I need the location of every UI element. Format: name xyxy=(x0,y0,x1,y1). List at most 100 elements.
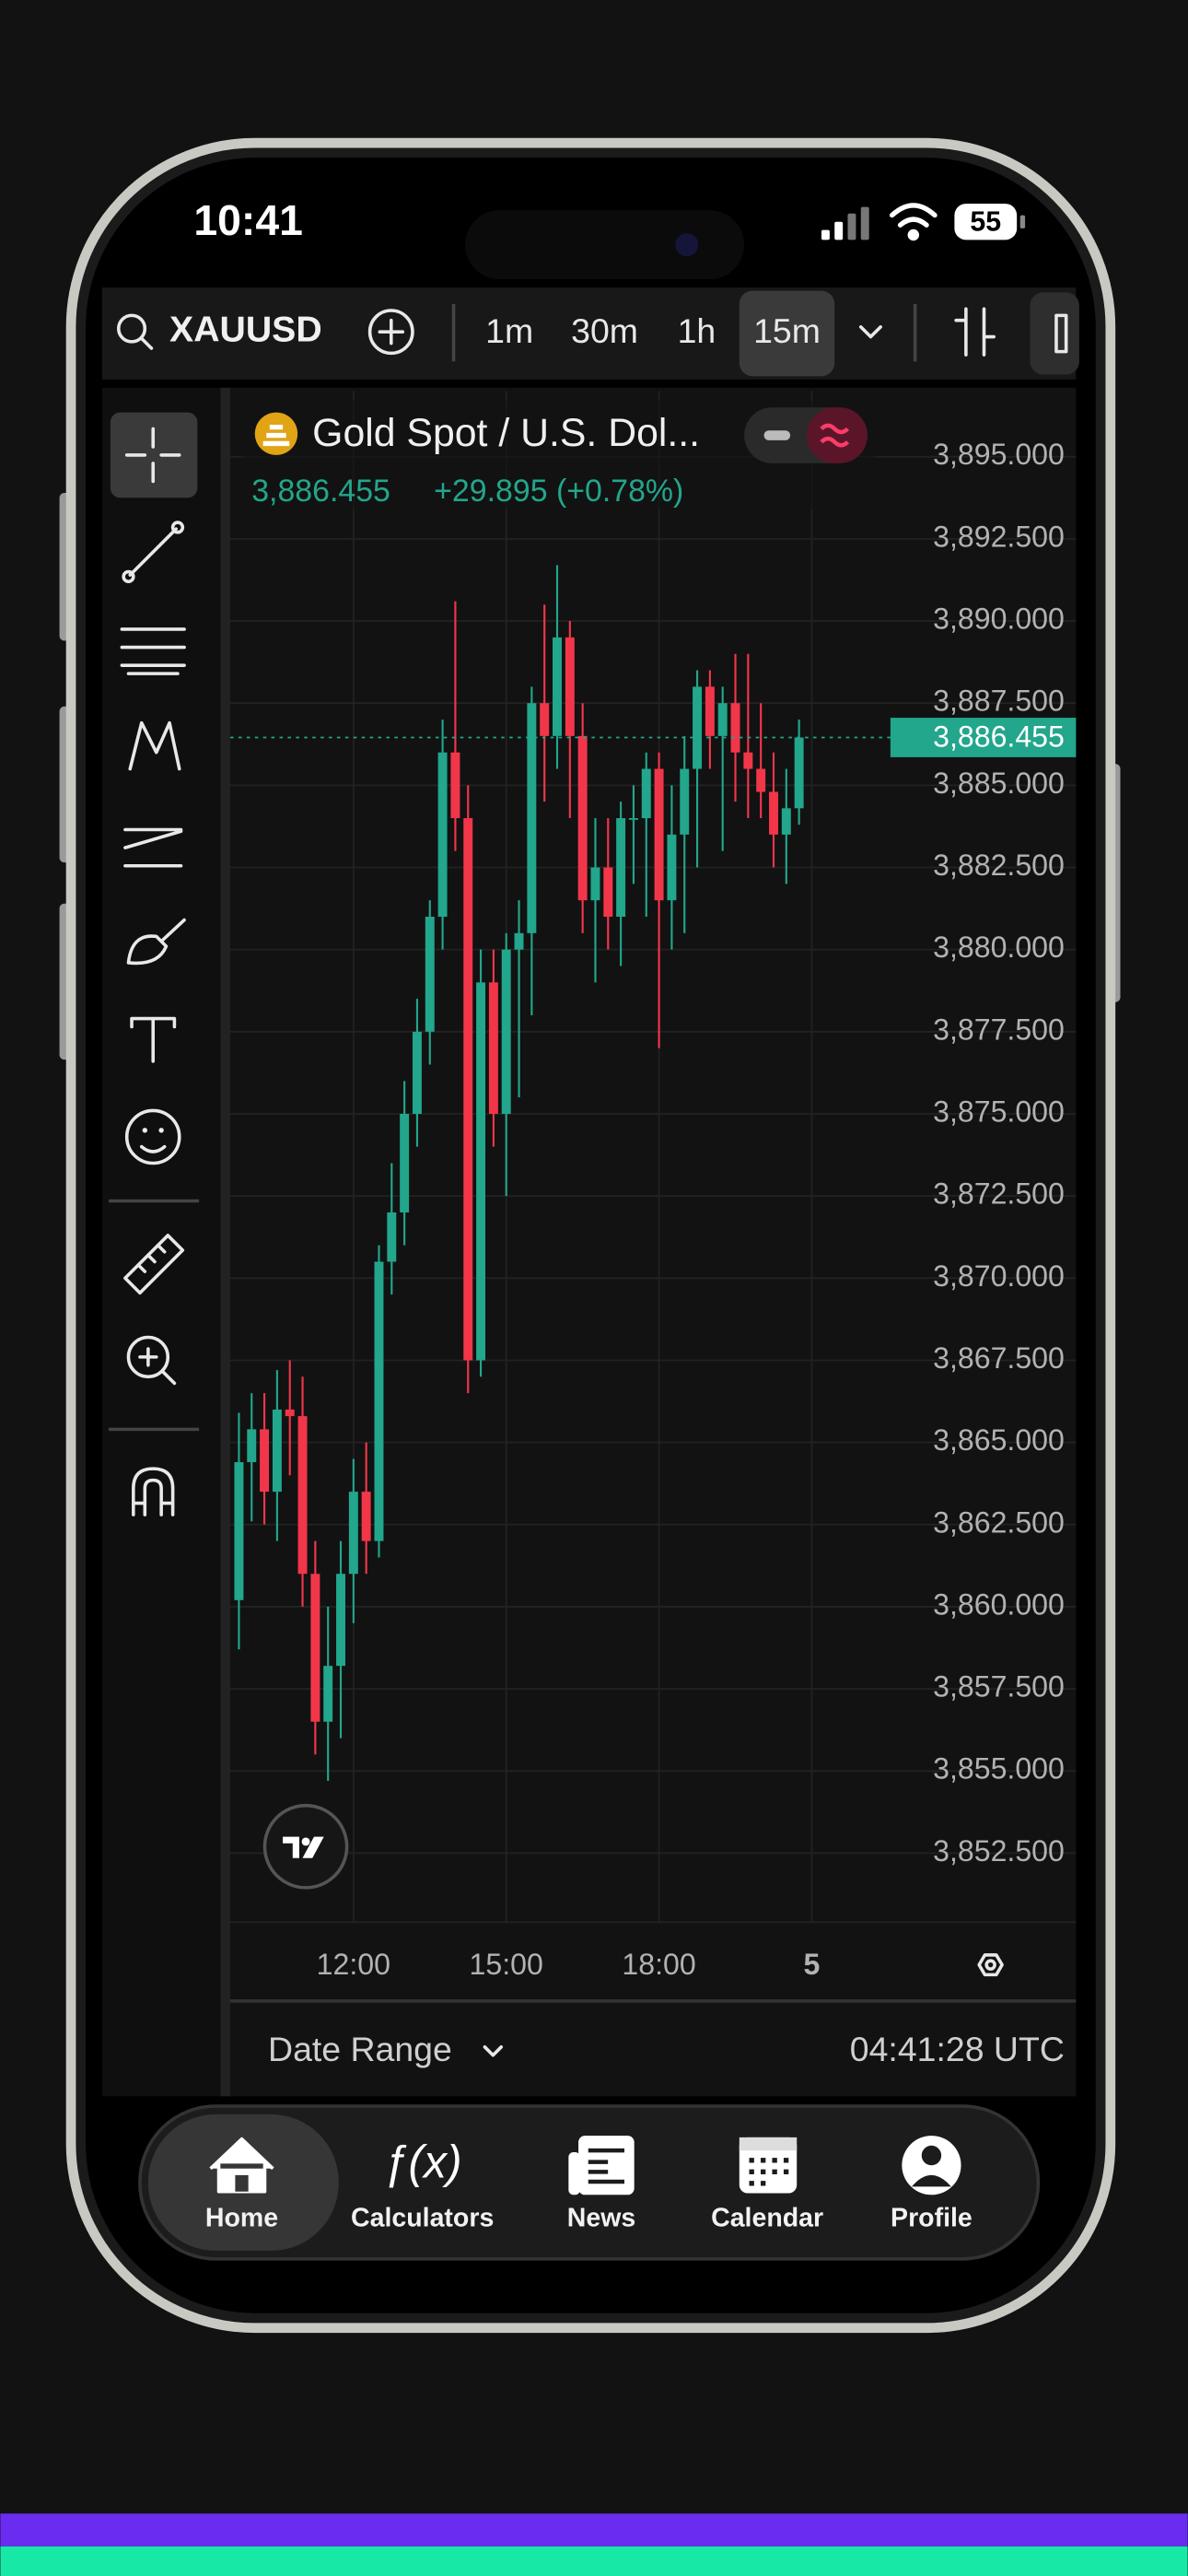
y-tick-label: 3,875.000 xyxy=(933,1095,1065,1128)
wave-icon xyxy=(820,423,850,448)
x-tick-label: 12:00 xyxy=(317,1948,390,1981)
nav-label[interactable]: Profile xyxy=(891,2204,973,2233)
candle-body xyxy=(628,818,638,820)
candle-body xyxy=(501,949,511,1114)
candle-body xyxy=(463,818,473,1361)
last-price-box xyxy=(890,718,1077,757)
settings-icon[interactable] xyxy=(977,1953,1004,1977)
interval[interactable]: 1h xyxy=(678,311,716,350)
date-range-chevron xyxy=(483,2045,504,2057)
candle-body xyxy=(260,1429,270,1493)
camera xyxy=(675,233,699,257)
calendar-icon xyxy=(739,2137,798,2194)
candle-body xyxy=(387,1212,397,1262)
y-tick-label: 3,892.500 xyxy=(933,520,1065,553)
date-range[interactable]: Date Range xyxy=(268,2030,452,2068)
wifi-icon xyxy=(889,203,938,241)
brand-band xyxy=(0,2546,1188,2576)
status-time: 10:41 xyxy=(193,196,303,244)
nav-label[interactable]: Calculators xyxy=(351,2204,494,2233)
candle-body xyxy=(450,752,460,819)
minus-icon xyxy=(763,430,791,440)
interval-dropdown[interactable] xyxy=(858,325,882,339)
candle-body xyxy=(348,1492,358,1575)
candle-body xyxy=(577,735,588,901)
candle-body xyxy=(272,1409,282,1493)
ruler-tool[interactable] xyxy=(123,1234,185,1295)
candle-body xyxy=(743,752,753,769)
intervals: 1m 30m 1h 15m xyxy=(485,311,821,350)
clock: 04:41:28 UTC xyxy=(850,2030,1065,2068)
home-door xyxy=(235,2174,249,2192)
magnet-tool[interactable] xyxy=(132,1467,175,1516)
chart-type-icon[interactable] xyxy=(954,307,996,357)
symbol[interactable]: XAUUSD xyxy=(169,310,322,350)
fib-tool[interactable] xyxy=(120,627,186,675)
interval[interactable]: 30m xyxy=(571,311,638,350)
text-tool[interactable] xyxy=(130,1016,177,1063)
y-tick-label: 3,862.500 xyxy=(933,1505,1065,1539)
candle-body xyxy=(717,703,728,736)
candle-body xyxy=(425,917,435,1032)
candle-body xyxy=(616,818,626,918)
interval[interactable]: 15m xyxy=(753,311,821,350)
x-tick-label: 5 xyxy=(804,1948,821,1981)
candle-body xyxy=(285,1409,295,1417)
candle-body xyxy=(590,867,600,901)
candle-body xyxy=(680,768,690,835)
candle-body xyxy=(400,1113,410,1212)
y-tick-label: 3,865.000 xyxy=(933,1423,1065,1457)
brush-tool[interactable] xyxy=(126,918,186,966)
search-icon xyxy=(139,336,154,350)
y-tick-label: 3,890.000 xyxy=(933,603,1065,636)
battery xyxy=(954,204,1018,240)
add-symbol[interactable] xyxy=(367,309,414,356)
zoom-tool[interactable] xyxy=(126,1335,177,1386)
candle-body xyxy=(374,1261,384,1541)
candle-body xyxy=(693,686,703,769)
chart-pane xyxy=(230,387,1077,2097)
y-tick-label: 3,887.500 xyxy=(933,685,1065,718)
candle-body xyxy=(437,752,448,918)
y-tick-label: 3,867.500 xyxy=(933,1341,1065,1375)
candle-body xyxy=(769,791,778,835)
chart-style-icon xyxy=(1054,313,1068,354)
y-tick-label: 3,885.000 xyxy=(933,767,1065,800)
brand-band xyxy=(0,2513,1188,2547)
y-tick-label: 3,880.000 xyxy=(933,931,1065,964)
chart-title: Gold Spot / U.S. Dol... xyxy=(312,411,700,455)
candle-body xyxy=(781,808,791,835)
search-icon[interactable] xyxy=(116,313,147,344)
candle-body xyxy=(361,1492,371,1541)
y-tick-label: 3,877.500 xyxy=(933,1013,1065,1046)
last-price: 3,886.455 xyxy=(251,474,390,509)
nav-label[interactable]: Home xyxy=(205,2204,278,2233)
pattern-tool[interactable] xyxy=(128,720,181,771)
profile-icon xyxy=(902,2136,961,2195)
interval-selected xyxy=(739,290,835,377)
candle-body xyxy=(553,637,562,736)
candle-body xyxy=(654,768,664,901)
candle-body xyxy=(540,703,550,736)
y-tick-label: 3,860.000 xyxy=(933,1587,1065,1621)
crosshair-tool[interactable] xyxy=(124,427,181,484)
candle-body xyxy=(336,1574,345,1667)
candle-body xyxy=(667,834,677,901)
nav-label[interactable]: Calendar xyxy=(711,2204,823,2233)
y-tick-label: 3,870.000 xyxy=(933,1259,1065,1293)
candle-body xyxy=(641,768,651,819)
line-tool[interactable] xyxy=(122,521,185,584)
nav-label[interactable]: News xyxy=(567,2204,636,2233)
interval[interactable]: 1m xyxy=(485,311,533,350)
candle-body xyxy=(234,1462,244,1600)
y-tick-label: 3,895.000 xyxy=(933,438,1065,471)
candle-body xyxy=(514,932,524,950)
x-tick-label: 18:00 xyxy=(622,1948,695,1981)
tradingview-logo[interactable] xyxy=(262,1803,349,1890)
candle-body xyxy=(527,703,537,933)
emoji-tool[interactable] xyxy=(124,1108,181,1165)
candle-body xyxy=(603,867,613,918)
forecast-tool[interactable] xyxy=(123,827,183,868)
